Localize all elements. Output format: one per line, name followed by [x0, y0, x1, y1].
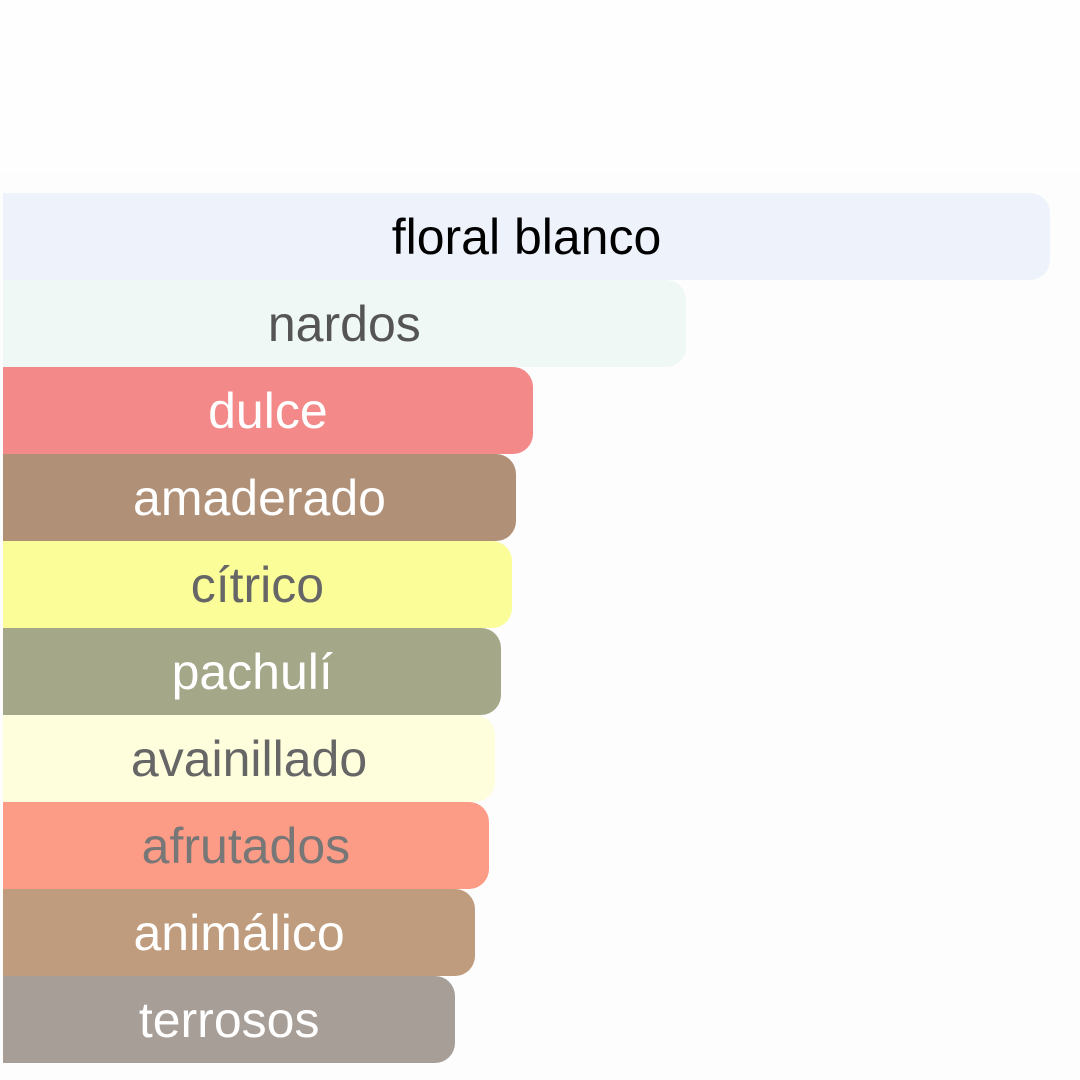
bar-9: terrosos	[3, 976, 456, 1063]
bar-3: amaderado	[3, 454, 517, 541]
bar-label: terrosos	[138, 991, 320, 1048]
bar-label: nardos	[267, 295, 421, 352]
bar-label: amaderado	[133, 469, 386, 526]
bar-label: animálico	[133, 904, 345, 961]
bar-label: afrutados	[141, 817, 351, 874]
bar-4: cítrico	[3, 541, 512, 628]
bar-label: cítrico	[190, 556, 325, 613]
bar-label: floral blanco	[391, 208, 662, 265]
bar-8: animálico	[3, 889, 476, 976]
bar-label: dulce	[208, 382, 328, 439]
accords-chart: floral blanco nardos dulce amaderado cítrico…	[0, 173, 1080, 1080]
bar-0: floral blanco	[3, 193, 1050, 280]
bar-label: avainillado	[130, 730, 368, 787]
bar-1: nardos	[3, 280, 686, 367]
bar-7: afrutados	[3, 802, 489, 889]
bar-2: dulce	[3, 367, 533, 454]
bar-6: avainillado	[3, 715, 496, 802]
bar-5: pachulí	[3, 628, 502, 715]
bar-label: pachulí	[171, 643, 333, 700]
